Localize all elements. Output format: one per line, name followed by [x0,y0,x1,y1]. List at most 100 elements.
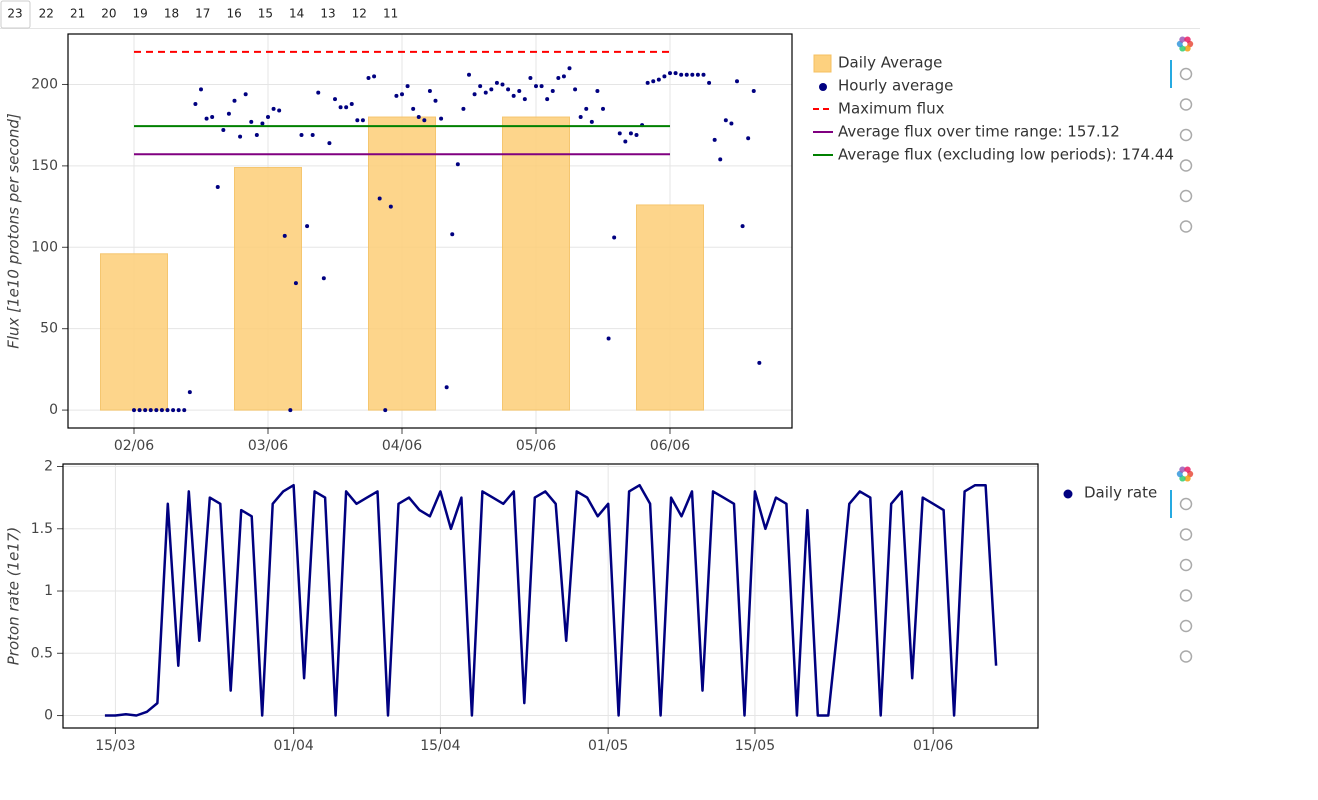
bar [234,167,302,411]
bar [100,253,168,411]
tool-icon[interactable] [1179,528,1193,541]
y-tick-label: 0 [49,402,58,418]
tool-icon[interactable] [1179,159,1193,172]
hourly-point [455,162,460,167]
y-tick-label: 0.5 [31,645,53,661]
tab-label[interactable]: 21 [70,7,85,21]
hourly-point [668,71,672,76]
tool-icon[interactable] [1179,189,1193,203]
hourly-point [483,90,488,95]
hourly-point [489,87,494,92]
y-axis-label: Flux [1e10 protons per second] [5,113,23,349]
hourly-point [333,97,337,102]
legend-label: Daily rate [1084,484,1157,502]
hourly-point [662,74,667,79]
y-tick-label: 200 [31,76,58,92]
tab-label[interactable]: 22 [39,7,54,21]
y-tick-label: 100 [31,239,58,255]
logo-petal [1184,466,1191,473]
hourly-point [182,408,187,413]
hourly-point [612,235,617,240]
hourly-point [561,74,566,79]
tool-icon[interactable] [1179,589,1193,602]
hourly-point [266,115,270,120]
logo-petal [1184,45,1191,52]
hourly-point [288,408,293,413]
tab-label[interactable]: 18 [164,7,179,21]
x-tick-label: 15/03 [95,738,135,754]
y-tick-label: 2 [44,458,53,474]
hourly-point [517,88,522,93]
tool-icon[interactable] [1179,619,1193,633]
tab-label[interactable]: 23 [7,7,22,21]
hourly-point [143,408,148,413]
tab-label[interactable]: 17 [195,7,210,21]
hourly-point [746,136,751,141]
x-tick-label: 03/06 [248,438,288,454]
hourly-point [338,105,343,110]
tab-label[interactable]: 15 [258,7,273,21]
tool-icon[interactable] [1179,220,1193,233]
hourly-point [377,196,382,201]
hourly-point [282,233,287,238]
hourly-point [729,121,734,126]
hourly-point [712,137,717,142]
hourly-point [154,408,159,413]
active-tab[interactable] [0,0,31,29]
hourly-point [718,157,723,162]
hourly-point [623,139,628,144]
tab-label[interactable]: 11 [383,7,398,21]
hourly-point [740,224,745,229]
x-tick-label: 05/06 [516,438,556,454]
bar [368,116,436,411]
tab-label[interactable]: 16 [226,7,241,21]
tool-icon[interactable] [1179,558,1193,572]
tab-label[interactable]: 20 [101,7,116,21]
logo-petal [1179,36,1186,43]
tool-icon[interactable] [1179,98,1193,111]
hourly-point [707,80,712,85]
tool-icon[interactable] [1179,650,1193,663]
hourly-point [293,281,298,286]
hourly-point [679,72,684,77]
hourly-point [221,128,226,133]
y-tick-label: 1.5 [31,521,53,537]
logo-petal [1184,36,1191,43]
hourly-point [394,93,399,98]
hourly-point [405,84,410,89]
hourly-point [589,119,594,124]
hourly-point [645,80,650,85]
tool-icon[interactable] [1179,497,1193,511]
hourly-point [506,87,511,92]
hourly-point [695,72,700,77]
bar [502,116,570,411]
y-tick-label: 0 [44,708,53,724]
rate-line [104,483,998,717]
hourly-point [606,336,611,341]
tab-label[interactable]: 13 [320,7,335,21]
tab-label[interactable]: 14 [289,7,304,21]
tool-icon[interactable] [1179,67,1193,81]
hourly-point [578,115,583,120]
hourly-point [550,88,555,93]
tool-icon[interactable] [1179,128,1193,142]
hourly-point [461,106,466,111]
hourly-point [271,106,276,111]
hourly-point [171,408,176,413]
hourly-point [690,72,695,77]
hourly-point [472,92,477,97]
hourly-point [210,115,215,120]
hourly-point [310,132,315,137]
hourly-point [628,131,633,136]
hourly-point [528,75,533,80]
legend-label: Daily Average [838,54,942,72]
x-tick-label: 15/05 [735,738,775,754]
hourly-point [148,408,153,413]
tab-label[interactable]: 12 [352,7,367,21]
hourly-point [601,106,605,111]
hourly-point [299,132,304,137]
tab-label[interactable]: 19 [133,7,148,21]
hourly-point [595,88,600,93]
logo-petal [1184,475,1191,482]
x-tick-label: 04/06 [382,438,422,454]
